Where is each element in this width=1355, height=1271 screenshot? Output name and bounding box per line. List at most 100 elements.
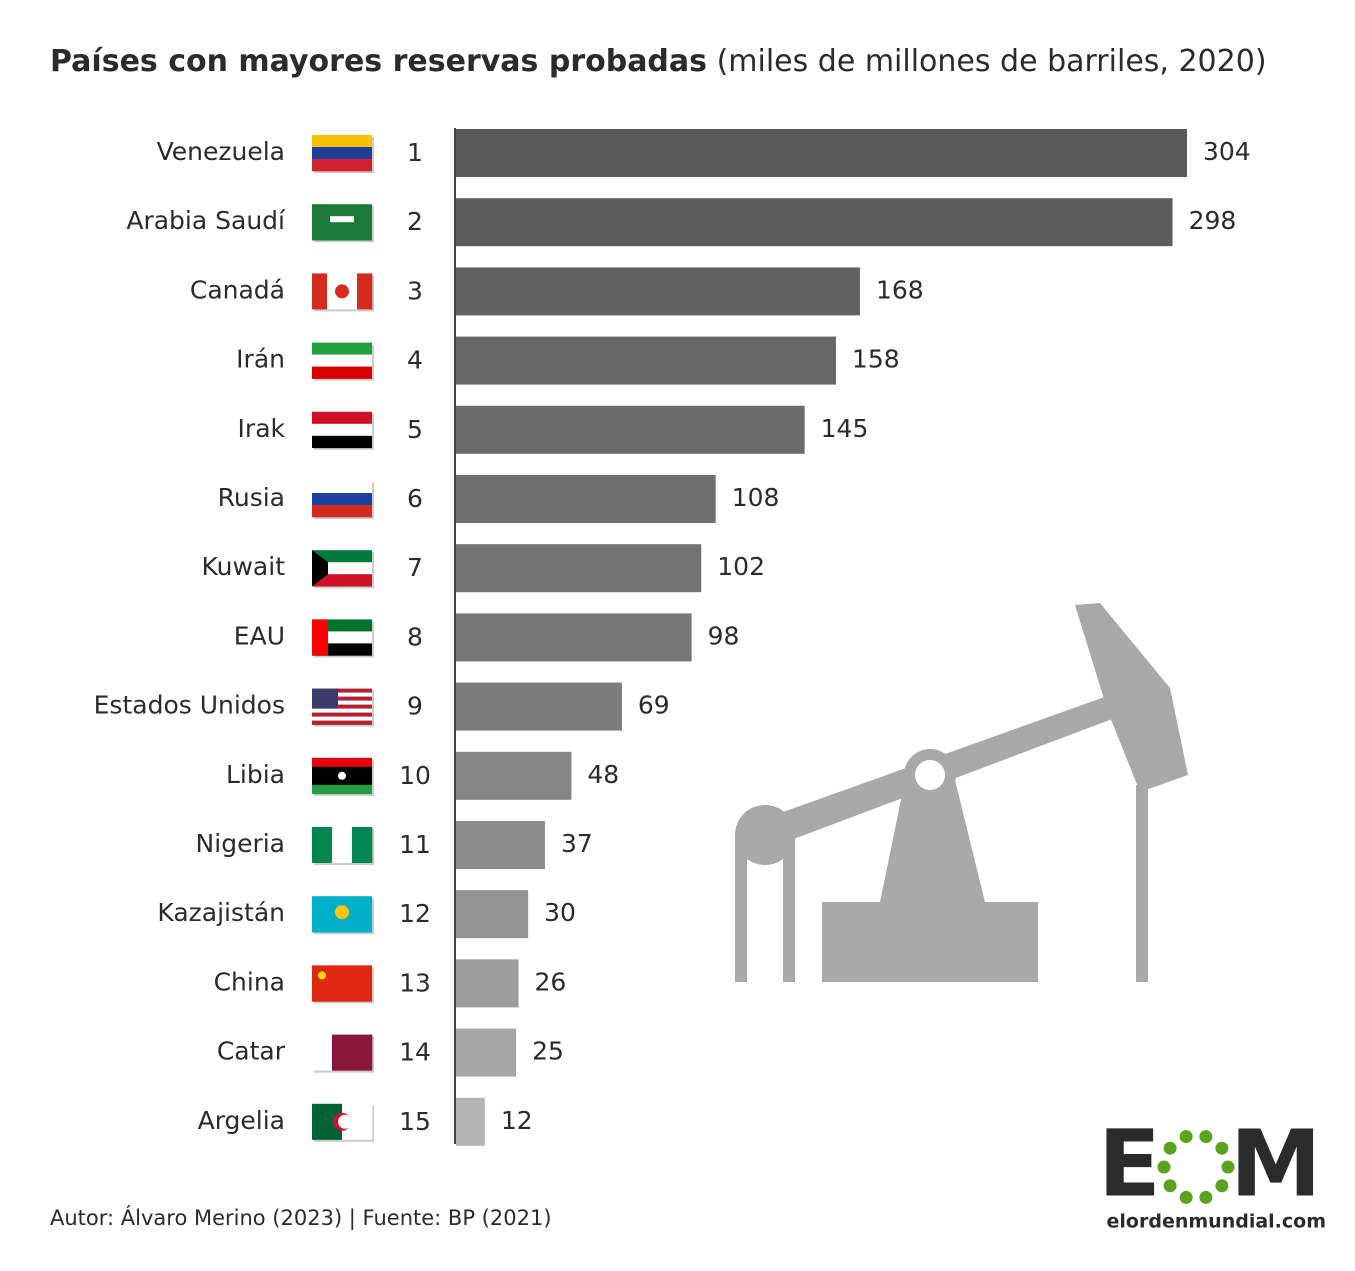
category-label: Kazajistán [157,898,285,927]
flag-stripe [312,493,372,506]
flag-stripe [312,716,372,721]
bar [456,405,805,454]
value-label: 298 [1189,206,1237,235]
chart-title-line: Países con mayores reservas probadas (mi… [50,44,1267,79]
category-label: Argelia [198,1106,285,1135]
value-label: 102 [717,552,765,581]
pump-leg [735,835,747,982]
flag-stripe [327,273,343,310]
bar [456,751,572,800]
rank-label: 3 [407,276,423,305]
value-label: 145 [821,414,869,443]
rank-label: 12 [399,899,431,928]
pumpjack-icon [735,603,1188,982]
rank-label: 7 [407,553,423,582]
rank-label: 4 [407,346,423,375]
logo-dots [1157,1130,1235,1204]
pump-leg [783,835,795,982]
value-label: 168 [876,275,924,304]
flag-emblem [312,550,328,587]
category-label: Irak [238,414,286,443]
flag-emblem [335,284,349,299]
pump-pivot-hole [915,760,945,790]
bar [456,821,545,869]
flag-emblem [335,905,349,920]
flag-stripe [312,423,372,437]
flag [312,619,374,658]
value-label: 48 [587,760,619,789]
rank-label: 9 [407,692,423,721]
flag [312,688,374,727]
flag-stripe [312,135,372,148]
flag-stripe [312,342,372,355]
category-label: Nigeria [196,829,285,858]
flag [312,411,374,450]
logo-dot [1163,1141,1177,1155]
flag-stripe [312,354,372,367]
flag-stripe [312,574,372,587]
bar [456,613,692,662]
category-label: Estados Unidos [94,691,285,720]
logo-dot [1157,1160,1171,1174]
rank-label: 2 [407,207,423,236]
flag-stripe [332,827,353,863]
rank-label: 11 [399,830,431,859]
flag [312,481,374,519]
category-label: EAU [234,621,285,650]
logo-dot [1179,1130,1193,1144]
category-label: Libia [226,760,285,789]
value-label: 25 [532,1037,564,1066]
logo-dot [1215,1179,1229,1193]
flag [312,550,374,589]
category-label: Venezuela [157,137,285,166]
pump-counterweight [735,805,795,865]
pump-rod [1136,785,1148,982]
flag [312,273,374,312]
flag [312,1103,374,1142]
bar [456,198,1173,247]
bar [456,682,622,731]
rank-label: 10 [399,761,431,790]
category-label: China [214,967,285,996]
flag-stripe [312,550,372,563]
category-label: Kuwait [201,552,285,581]
flag-stripe [312,827,333,863]
bar [456,959,519,1008]
bar [456,1028,517,1077]
flag-stripe [312,273,328,310]
category-label: Irán [236,345,285,374]
flag-emblem [312,688,338,709]
logo-dot [1163,1179,1177,1193]
rank-label: 8 [407,622,423,651]
bar [456,267,860,316]
flag [312,827,374,865]
flag-stripe [357,273,373,310]
flag-emblem [312,619,328,656]
category-label: Catar [217,1037,286,1066]
flag-stripe [352,827,373,863]
value-label: 158 [852,345,900,374]
flag-stripe [312,159,372,172]
category-label: Canadá [190,275,285,304]
flag-stripe [312,708,372,713]
logo-dot [1199,1190,1213,1204]
logo-dot [1179,1190,1193,1204]
logo-dot [1221,1160,1235,1174]
flag-stripe [312,704,372,709]
source: Autor: Álvaro Merino (2023) | Fuente: BP… [50,1205,552,1231]
category-label: Rusia [218,483,285,512]
category-label: Arabia Saudí [126,206,286,235]
flag-stripe [312,712,372,717]
flag-stripe [312,481,372,494]
rank-label: 6 [407,484,423,513]
rank-label: 15 [399,1107,431,1136]
bar [456,475,716,523]
rank-label: 14 [399,1038,431,1067]
logo-dot [1199,1130,1213,1144]
flag-stripe [312,696,372,701]
pump-base [822,902,1038,982]
flag-stripe [312,720,372,725]
value-label: 12 [501,1106,533,1135]
flag-stripe [312,775,372,786]
flag [312,757,374,796]
